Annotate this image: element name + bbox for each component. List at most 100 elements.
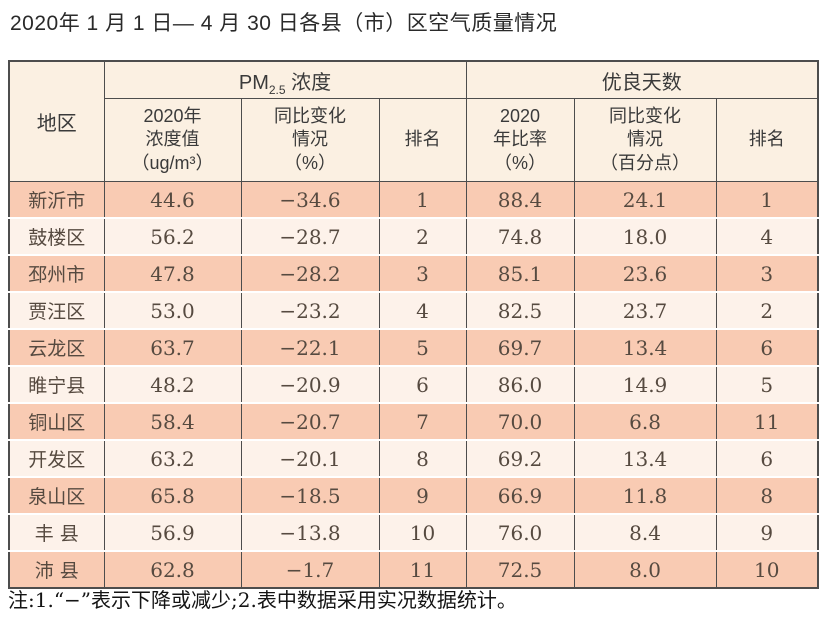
good-days-ratio-cell: 88.4 [465, 181, 575, 219]
good-days-rank-cell: 6 [715, 439, 819, 478]
header-yoy-change-pct: 同比变化 情况 （%） [240, 98, 380, 182]
region-cell: 云龙区 [8, 328, 105, 367]
table-header: 地区 PM2.5 浓度 优良天数 2020年 浓度值 （ug/m³） 同比变化 … [8, 60, 819, 182]
good-days-ratio-cell: 74.8 [465, 217, 575, 256]
good-days-ratio-cell: 66.9 [465, 476, 575, 515]
page-title: 2020年 1 月 1 日— 4 月 30 日各县（市）区空气质量情况 [10, 12, 558, 35]
table-row: 贾汪区 53.0 −23.2 4 82.5 23.7 2 [8, 291, 819, 330]
good-days-ratio-cell: 70.0 [465, 402, 575, 441]
good-days-rank-cell: 10 [715, 550, 819, 589]
header-good-days-rank: 排名 [715, 98, 819, 182]
pm25-concentration-cell: 65.8 [103, 476, 242, 515]
pm25-rank-cell: 8 [378, 439, 467, 478]
good-days-change-cell: 8.4 [573, 513, 717, 552]
good-days-rank-cell: 8 [715, 476, 819, 515]
pm25-rank-cell: 1 [378, 181, 467, 219]
good-days-ratio-cell: 69.7 [465, 328, 575, 367]
table-row: 云龙区 63.7 −22.1 5 69.7 13.4 6 [8, 328, 819, 367]
region-cell: 贾汪区 [8, 291, 105, 330]
good-days-change-cell: 24.1 [573, 181, 717, 219]
header-pm25-rank: 排名 [378, 98, 467, 182]
pm25-concentration-cell: 63.2 [103, 439, 242, 478]
region-cell: 鼓楼区 [8, 217, 105, 256]
pm25-change-cell: −34.6 [240, 181, 380, 219]
good-days-rank-cell: 1 [715, 181, 819, 219]
good-days-rank-cell: 11 [715, 402, 819, 441]
pm25-change-cell: −1.7 [240, 550, 380, 589]
pm25-change-cell: −28.7 [240, 217, 380, 256]
table-row: 邳州市 47.8 −28.2 3 85.1 23.6 3 [8, 254, 819, 293]
good-days-change-cell: 6.8 [573, 402, 717, 441]
pm25-concentration-cell: 56.9 [103, 513, 242, 552]
pm25-change-cell: −20.9 [240, 365, 380, 404]
good-days-rank-cell: 9 [715, 513, 819, 552]
pm25-change-cell: −20.7 [240, 402, 380, 441]
pm25-change-cell: −23.2 [240, 291, 380, 330]
good-days-change-cell: 23.7 [573, 291, 717, 330]
pm25-label-subscript: 2.5 [268, 82, 286, 97]
pm25-concentration-cell: 47.8 [103, 254, 242, 293]
pm25-change-cell: −13.8 [240, 513, 380, 552]
table-row: 铜山区 58.4 −20.7 7 70.0 6.8 11 [8, 402, 819, 441]
good-days-change-cell: 13.4 [573, 439, 717, 478]
pm25-rank-cell: 10 [378, 513, 467, 552]
good-days-rank-cell: 4 [715, 217, 819, 256]
table-row: 沛 县 62.8 −1.7 11 72.5 8.0 10 [8, 550, 819, 589]
good-days-change-cell: 8.0 [573, 550, 717, 589]
region-cell: 邳州市 [8, 254, 105, 293]
pm25-change-cell: −22.1 [240, 328, 380, 367]
region-cell: 开发区 [8, 439, 105, 478]
pm25-change-cell: −18.5 [240, 476, 380, 515]
pm25-concentration-cell: 56.2 [103, 217, 242, 256]
pm25-label-prefix: PM [238, 71, 269, 94]
pm25-rank-cell: 5 [378, 328, 467, 367]
pm25-rank-cell: 4 [378, 291, 467, 330]
good-days-rank-cell: 3 [715, 254, 819, 293]
good-days-change-cell: 23.6 [573, 254, 717, 293]
table-row: 新沂市 44.6 −34.6 1 88.4 24.1 1 [8, 181, 819, 219]
good-days-rank-cell: 6 [715, 328, 819, 367]
header-yoy-change-points: 同比变化 情况 （百分点） [573, 98, 717, 182]
pm25-change-cell: −28.2 [240, 254, 380, 293]
table-body: 新沂市 44.6 −34.6 1 88.4 24.1 1 鼓楼区 56.2 −2… [8, 181, 819, 589]
pm25-rank-cell: 7 [378, 402, 467, 441]
good-days-ratio-cell: 82.5 [465, 291, 575, 330]
pm25-rank-cell: 2 [378, 217, 467, 256]
good-days-rank-cell: 2 [715, 291, 819, 330]
pm25-label-suffix: 浓度 [285, 71, 332, 94]
pm25-change-cell: −20.1 [240, 439, 380, 478]
region-cell: 铜山区 [8, 402, 105, 441]
region-cell: 睢宁县 [8, 365, 105, 404]
pm25-rank-cell: 11 [378, 550, 467, 589]
pm25-rank-cell: 3 [378, 254, 467, 293]
region-cell: 新沂市 [8, 181, 105, 219]
table-row: 泉山区 65.8 −18.5 9 66.9 11.8 8 [8, 476, 819, 515]
region-cell: 泉山区 [8, 476, 105, 515]
header-good-days-group: 优良天数 [465, 60, 819, 99]
pm25-concentration-cell: 53.0 [103, 291, 242, 330]
table-row: 丰 县 56.9 −13.8 10 76.0 8.4 9 [8, 513, 819, 552]
pm25-concentration-cell: 63.7 [103, 328, 242, 367]
good-days-ratio-cell: 69.2 [465, 439, 575, 478]
header-concentration: 2020年 浓度值 （ug/m³） [103, 98, 242, 182]
good-days-change-cell: 18.0 [573, 217, 717, 256]
good-days-change-cell: 13.4 [573, 328, 717, 367]
good-days-ratio-cell: 85.1 [465, 254, 575, 293]
table-row: 鼓楼区 56.2 −28.7 2 74.8 18.0 4 [8, 217, 819, 256]
good-days-ratio-cell: 72.5 [465, 550, 575, 589]
region-cell: 沛 县 [8, 550, 105, 589]
table-row: 睢宁县 48.2 −20.9 6 86.0 14.9 5 [8, 365, 819, 404]
pm25-concentration-cell: 48.2 [103, 365, 242, 404]
good-days-change-cell: 14.9 [573, 365, 717, 404]
table-row: 开发区 63.2 −20.1 8 69.2 13.4 6 [8, 439, 819, 478]
good-days-rank-cell: 5 [715, 365, 819, 404]
good-days-ratio-cell: 76.0 [465, 513, 575, 552]
pm25-concentration-cell: 58.4 [103, 402, 242, 441]
pm25-concentration-cell: 44.6 [103, 181, 242, 219]
pm25-concentration-cell: 62.8 [103, 550, 242, 589]
pm25-rank-cell: 6 [378, 365, 467, 404]
good-days-ratio-cell: 86.0 [465, 365, 575, 404]
pm25-rank-cell: 9 [378, 476, 467, 515]
good-days-change-cell: 11.8 [573, 476, 717, 515]
air-quality-table: 地区 PM2.5 浓度 优良天数 2020年 浓度值 （ug/m³） 同比变化 … [8, 60, 820, 589]
